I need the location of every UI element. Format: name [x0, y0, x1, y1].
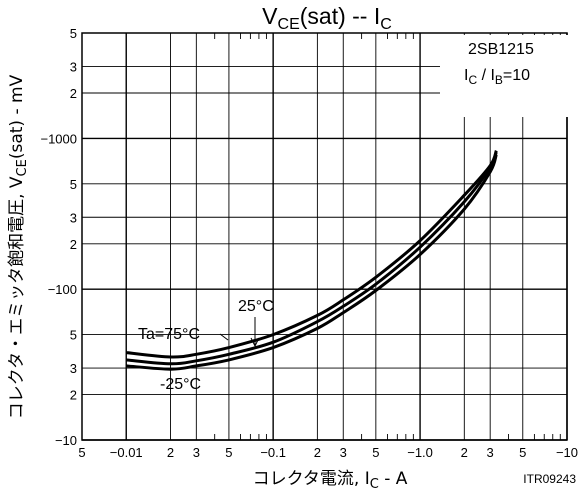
x-tick-label-8: 5 [372, 445, 379, 460]
curves [126, 149, 498, 371]
x-axis-label: コレクタ電流, IC - A [253, 469, 408, 491]
series-label-minus25: -25°C [160, 376, 201, 393]
y-tick-label-6: 2 [70, 237, 77, 252]
x-tick-label-3: 3 [193, 445, 200, 460]
y-tick-label-7: −100 [48, 282, 77, 297]
x-tick-labels: 5 −0.01 2 3 5 −0.1 2 3 5 −1.0 2 3 5 −10 [78, 445, 578, 460]
y-tick-label-11: −10 [55, 433, 77, 448]
series-label-25: 25°C [238, 298, 274, 315]
x-tick-label-12: 5 [519, 445, 526, 460]
y-tick-label-2: 2 [70, 86, 77, 101]
annotation-box-bg [440, 35, 578, 117]
series-line-1 [126, 151, 498, 366]
chart-title: VCE(sat) -- IC [262, 3, 392, 33]
y-tick-label-1: 3 [70, 59, 77, 74]
label-arrowhead-25 [250, 337, 260, 348]
x-tick-label-6: 2 [314, 445, 321, 460]
series-label-75: Ta=75°C [138, 326, 200, 343]
x-tick-label-1: −0.01 [110, 445, 143, 460]
x-tick-label-7: 3 [340, 445, 347, 460]
x-tick-label-10: 2 [461, 445, 468, 460]
y-tick-labels: 5 3 2 −1000 5 3 2 −100 5 3 2 −10 [40, 26, 77, 448]
y-tick-label-8: 5 [70, 328, 77, 343]
x-tick-label-11: 3 [487, 445, 494, 460]
series-line-2 [126, 154, 498, 371]
label-leader-75 [219, 333, 229, 341]
y-tick-label-10: 2 [70, 388, 77, 403]
part-number: 2SB1215 [468, 41, 534, 58]
x-tick-label-4: 5 [225, 445, 232, 460]
x-tick-label-5: −0.1 [260, 445, 286, 460]
y-axis-label: コレクタ・エミッタ飽和電圧, VCE(sat) - mV [7, 74, 30, 419]
y-tick-label-0: 5 [70, 26, 77, 41]
y-tick-label-5: 3 [70, 210, 77, 225]
series-line-0 [126, 149, 498, 359]
x-tick-label-0: 5 [78, 445, 85, 460]
x-tick-label-2: 2 [167, 445, 174, 460]
plot-frame [81, 32, 568, 441]
condition-label: IC / IB=10 [464, 67, 530, 87]
chart-code: ITR09243 [523, 472, 576, 486]
x-tick-label-9: −1.0 [407, 445, 433, 460]
y-tick-label-9: 3 [70, 361, 77, 376]
y-tick-label-4: 5 [70, 177, 77, 192]
x-tick-label-13: −10 [556, 445, 578, 460]
y-tick-label-3: −1000 [40, 131, 77, 146]
